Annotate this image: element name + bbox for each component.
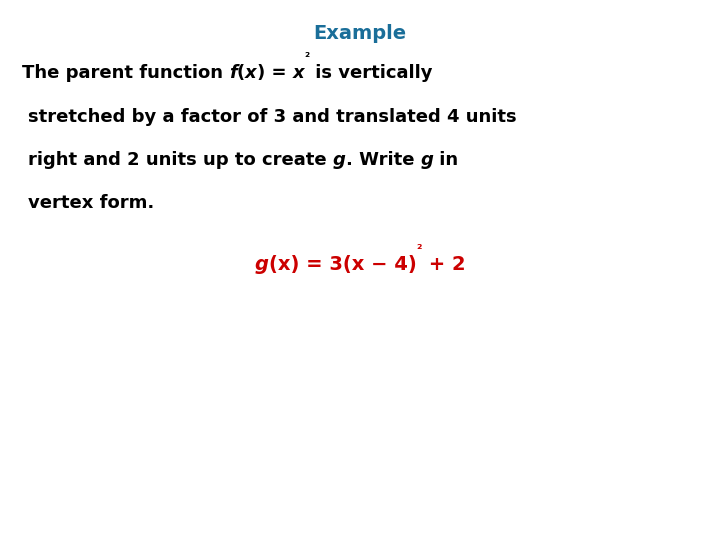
Text: g: g [420,151,433,168]
Text: + 2: + 2 [422,255,465,274]
Text: Example: Example [313,24,407,43]
Text: The parent function: The parent function [22,64,229,82]
Text: is vertically: is vertically [309,64,433,82]
Text: ²: ² [304,51,309,64]
Text: f: f [229,64,237,82]
Text: ) =: ) = [256,64,292,82]
Text: g: g [255,255,269,274]
Text: ²: ² [416,242,422,256]
Text: right and 2 units up to create: right and 2 units up to create [28,151,333,168]
Text: (x) = 3(x − 4): (x) = 3(x − 4) [269,255,416,274]
Text: x: x [245,64,256,82]
Text: x: x [292,64,304,82]
Text: vertex form.: vertex form. [28,194,154,212]
Text: (: ( [237,64,245,82]
Text: stretched by a factor of 3 and translated 4 units: stretched by a factor of 3 and translate… [28,107,516,125]
Text: in: in [433,151,459,168]
Text: g: g [333,151,346,168]
Text: . Write: . Write [346,151,420,168]
